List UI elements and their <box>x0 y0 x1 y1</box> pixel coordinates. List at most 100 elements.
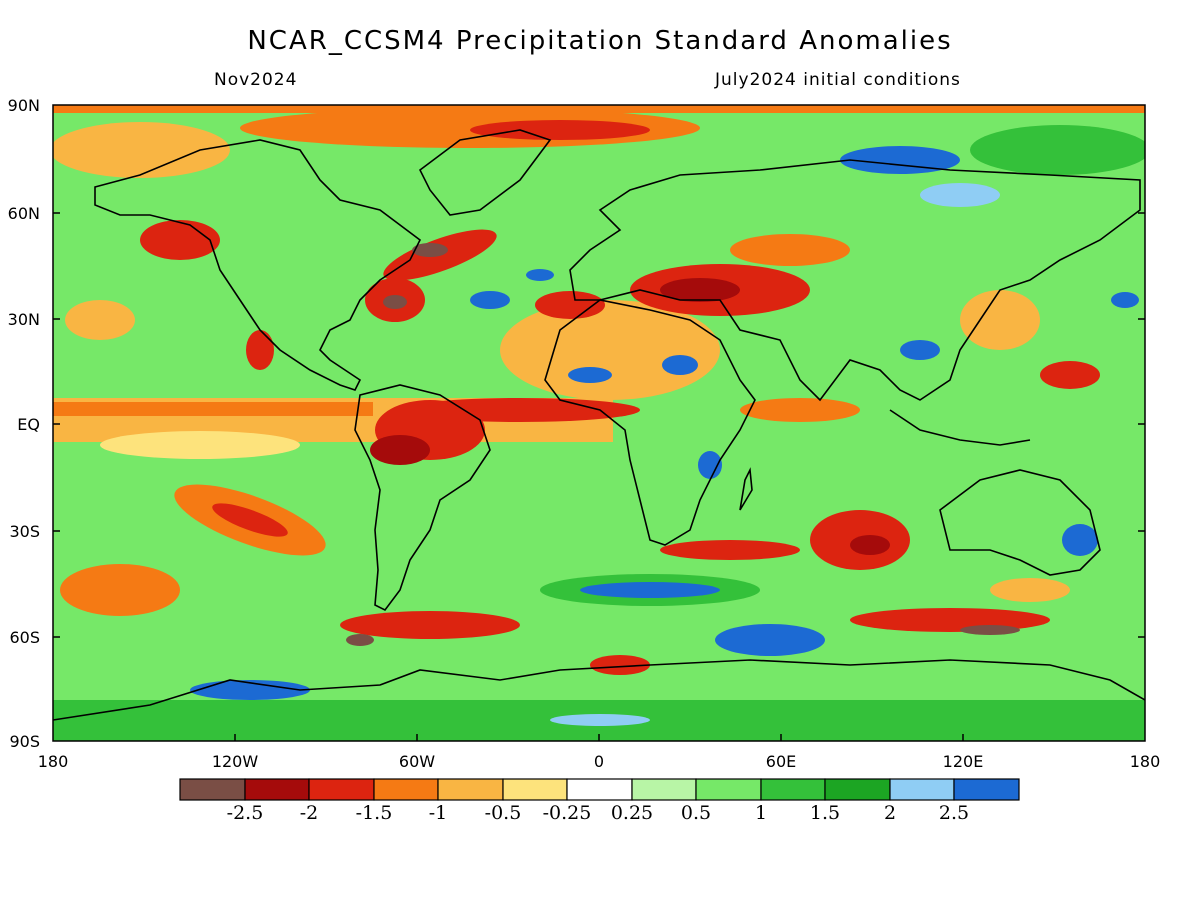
amazon-dry-core <box>370 435 430 465</box>
africa-wet-spot <box>662 355 698 375</box>
cb-swatch-4 <box>373 778 439 801</box>
cb-swatch-10 <box>760 778 826 801</box>
lat-label-90n: 90N <box>8 96 40 115</box>
cb-swatch-8 <box>631 778 697 801</box>
cb-swatch-6 <box>502 778 568 801</box>
ross-sea-wet <box>190 680 310 700</box>
lon-label-120e: 120E <box>943 752 984 771</box>
cb-label-12: 2.5 <box>939 802 969 824</box>
siberia-wet-patch <box>970 125 1145 175</box>
cb-swatch-11 <box>824 778 891 801</box>
colorbar: -2.5 -2 -1.5 -1 -0.5 -0.25 0.25 0.5 1 1.… <box>179 778 1020 824</box>
mediterranean-dry <box>535 291 605 319</box>
south-asia-wet-spot <box>900 340 940 360</box>
arctic-edge-band <box>53 105 1145 113</box>
antarctic-wet-spot <box>550 714 650 726</box>
lat-label-60s: 60S <box>9 628 40 647</box>
bering-dry-patch <box>53 122 230 178</box>
pacific-dry-2 <box>65 300 135 340</box>
south-indian-dry-core <box>850 535 890 555</box>
weddell-dry <box>590 655 650 675</box>
south-pacific-dry-core <box>212 503 288 537</box>
atlantic-wet-spot <box>470 291 510 309</box>
cb-swatch-2 <box>244 778 310 801</box>
cb-label-10: 1.5 <box>810 802 840 824</box>
lat-label-eq: EQ <box>17 415 40 434</box>
mideast-dry-core <box>660 278 740 302</box>
equatorial-pacific-dry-core <box>53 402 373 416</box>
siberia-wet-spot <box>920 183 1000 207</box>
drake-passage-dry-core <box>346 634 374 646</box>
south-atlantic-wet-core <box>580 582 720 598</box>
coastlines <box>53 129 1145 721</box>
east-africa-wet <box>698 451 722 479</box>
central-asia-dry <box>730 234 850 266</box>
anomaly-field <box>53 105 1145 741</box>
cb-label-5: -0.5 <box>485 802 522 824</box>
madagascar-coast <box>739 467 753 511</box>
drake-passage-dry <box>340 611 520 639</box>
lat-label-30s: 30S <box>9 522 40 541</box>
cb-label-2: -2 <box>300 802 319 824</box>
indonesia-coast <box>889 409 1031 446</box>
east-australia-wet <box>1062 524 1098 556</box>
cb-label-11: 2 <box>884 802 896 824</box>
africa-coast <box>544 299 756 546</box>
lon-label-0: 0 <box>594 752 604 771</box>
equatorial-pale-band <box>100 431 300 459</box>
lon-label-60w: 60W <box>399 752 435 771</box>
cb-swatch-13 <box>953 778 1020 801</box>
siberia-wet-core <box>840 146 960 174</box>
australia-coast <box>939 469 1101 576</box>
cb-label-4: -1 <box>429 802 448 824</box>
map-title: NCAR_CCSM4 Precipitation Standard Anomal… <box>247 26 953 56</box>
lon-label-180e: 180 <box>1130 752 1161 771</box>
east-asia-dry <box>960 290 1040 350</box>
south-africa-dry-band <box>660 540 800 560</box>
arctic-dry-core <box>470 120 650 140</box>
cb-swatch-7 <box>566 778 633 801</box>
antarctica-coast <box>53 659 1145 721</box>
atlantic-wet-spot-2 <box>526 269 554 281</box>
cb-swatch-1 <box>179 778 246 801</box>
south-pacific-dry-2 <box>60 564 180 616</box>
lon-label-60e: 60E <box>766 752 796 771</box>
cb-swatch-5 <box>437 778 504 801</box>
cb-swatch-9 <box>695 778 762 801</box>
sahara-dry <box>500 300 720 400</box>
cb-swatch-3 <box>308 778 375 801</box>
lon-label-120w: 120W <box>212 752 259 771</box>
sahel-wet-spot <box>568 367 612 383</box>
south-america-coast <box>354 384 491 612</box>
lat-label-30n: 30N <box>8 310 40 329</box>
cb-swatch-12 <box>889 778 955 801</box>
cb-label-9: 1 <box>755 802 767 824</box>
antarctic-wet <box>715 624 825 656</box>
indian-ocean-dry <box>740 398 860 422</box>
mexico-coast-dry <box>246 330 274 370</box>
eurasia-coast <box>569 159 1141 402</box>
lat-label-90s: 90S <box>9 732 40 751</box>
cb-label-3: -1.5 <box>356 802 393 824</box>
tasman-dry <box>990 578 1070 602</box>
east-us-dry-core <box>383 295 407 309</box>
cb-label-6: -0.25 <box>543 802 592 824</box>
pacific-wet-spot <box>1111 292 1139 308</box>
lat-labels: 90N 60N 30N EQ 30S 60S 90S <box>8 96 40 751</box>
north-atlantic-dry-core <box>412 243 448 257</box>
north-pacific-dry <box>140 220 220 260</box>
cb-label-1: -2.5 <box>227 802 264 824</box>
west-pacific-dry <box>1040 361 1100 389</box>
north-america-coast <box>94 139 422 391</box>
forecast-month-label: Nov2024 <box>214 70 298 90</box>
lat-label-60n: 60N <box>8 204 40 223</box>
cb-label-8: 0.5 <box>681 802 711 824</box>
initial-conditions-label: July2024 initial conditions <box>715 70 961 90</box>
lon-labels: 180 120W 60W 0 60E 120E 180 <box>38 752 1161 771</box>
lon-label-180w: 180 <box>38 752 69 771</box>
axis-ticks <box>53 212 1145 741</box>
southern-ocean-dry-core <box>960 625 1020 635</box>
cb-label-7: 0.25 <box>611 802 653 824</box>
southern-ocean-dry <box>850 608 1050 632</box>
